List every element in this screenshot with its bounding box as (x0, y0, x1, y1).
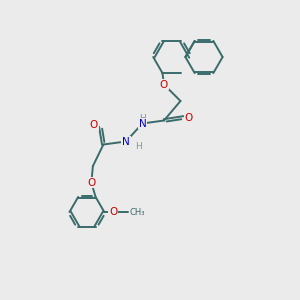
Text: N: N (139, 118, 146, 128)
Text: O: O (109, 207, 117, 217)
Text: O: O (185, 112, 193, 122)
Text: O: O (160, 80, 168, 89)
Text: CH₃: CH₃ (130, 208, 145, 217)
Text: O: O (90, 120, 98, 130)
Text: O: O (87, 178, 95, 188)
Text: H: H (139, 114, 146, 123)
Text: H: H (135, 142, 142, 152)
Text: N: N (122, 136, 130, 146)
